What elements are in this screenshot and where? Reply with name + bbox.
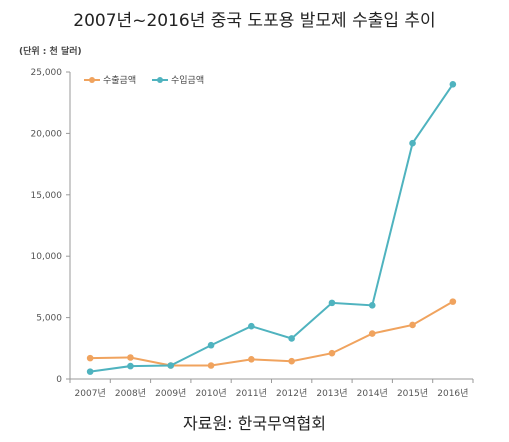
data-point	[328, 349, 336, 357]
data-point	[207, 362, 215, 369]
unit-label: (단위 : 천 달러)	[19, 47, 82, 57]
source-note: 자료원: 한국무역협회	[183, 414, 326, 433]
y-tick-label: 20,000	[31, 129, 63, 139]
x-tick-labels: 2007년 2008년 2009년 2010년 2011년 2012년 2013년 2014년…	[75, 388, 469, 399]
x-tick-label: 2007년	[75, 388, 106, 399]
data-point	[409, 139, 416, 147]
y-tick-label: 15,000	[31, 191, 63, 201]
data-point	[328, 299, 336, 307]
data-point	[127, 354, 134, 361]
data-point	[368, 330, 376, 337]
data-point	[127, 362, 134, 370]
x-tick-label: 2013년	[316, 388, 347, 399]
data-point	[167, 362, 175, 369]
legend-swatch-marker	[89, 77, 95, 83]
y-tick-label: 5,000	[36, 314, 62, 324]
x-tick-label: 2012년	[276, 388, 307, 399]
legend-label: 수입금액	[171, 74, 204, 86]
data-point	[449, 298, 457, 305]
data-point	[409, 321, 416, 329]
legend-swatch-marker	[157, 77, 163, 83]
x-tick-label: 2014년	[357, 388, 388, 399]
data-point	[288, 335, 295, 342]
x-tick-label: 2009년	[155, 388, 186, 399]
series-line-1	[90, 83, 454, 373]
legend: 수출금액 수입금액	[84, 74, 204, 86]
x-tick-label: 2010년	[195, 388, 226, 399]
x-tick-label: 2015년	[397, 388, 428, 399]
x-tick-label: 2008년	[115, 388, 146, 399]
data-point	[288, 357, 295, 365]
data-point	[86, 354, 94, 362]
y-tick-label: 25,000	[31, 68, 63, 78]
y-tick-label: 10,000	[31, 252, 63, 262]
data-point	[368, 302, 376, 309]
data-point	[86, 368, 94, 375]
data-point	[207, 341, 215, 349]
data-point	[248, 322, 255, 330]
series-line-0	[90, 300, 454, 367]
data-point	[248, 356, 255, 363]
y-tick-labels: 0 5,000 10,000 15,000 20,000 25,000	[31, 68, 63, 385]
chart-title: 2007년~2016년 중국 도포용 발모제 수출입 추이	[73, 11, 436, 31]
y-tick-label: 0	[56, 375, 62, 385]
series-lines	[86, 80, 457, 375]
data-point	[449, 80, 457, 88]
legend-label: 수출금액	[103, 74, 136, 86]
axes	[66, 71, 474, 383]
x-tick-label: 2011년	[236, 388, 267, 399]
x-tick-label: 2016년	[437, 388, 468, 399]
